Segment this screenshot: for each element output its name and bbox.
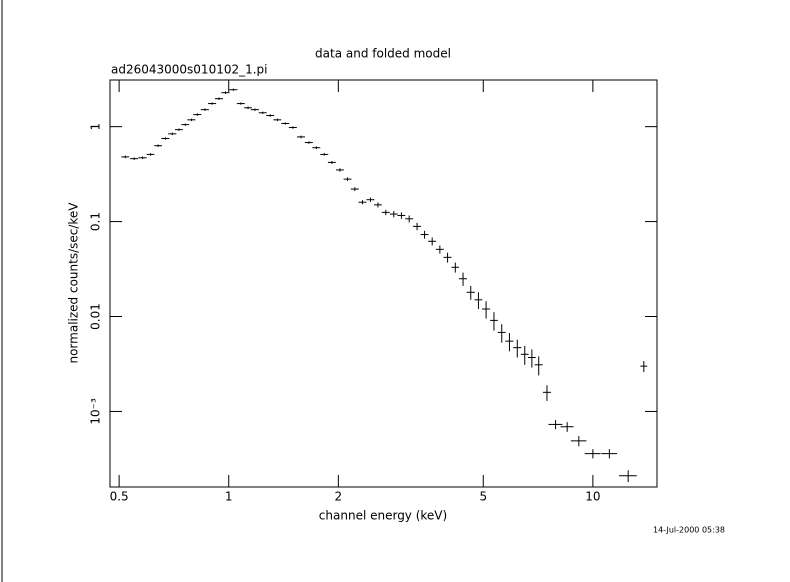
y-tick-label: 10⁻³ [89, 398, 103, 425]
chart-title: data and folded model [315, 47, 451, 61]
x-tick-label: 1 [225, 490, 233, 504]
y-axis-label: normalized counts/sec/keV [67, 202, 81, 364]
x-axis-label: channel energy (keV) [319, 509, 447, 523]
y-tick-label: 0.1 [89, 212, 103, 231]
y-tick-label: 1 [89, 123, 103, 131]
y-tick-label: 0.01 [89, 303, 103, 330]
x-tick-label: 10 [585, 490, 600, 504]
timestamp: 14-Jul-2000 05:38 [653, 526, 725, 535]
x-tick-label: 0.5 [110, 490, 129, 504]
x-tick-label: 2 [335, 490, 343, 504]
chart-subtitle: ad26043000s010102_1.pi [111, 63, 268, 77]
plot-frame [109, 79, 658, 488]
x-tick-label: 5 [479, 490, 487, 504]
